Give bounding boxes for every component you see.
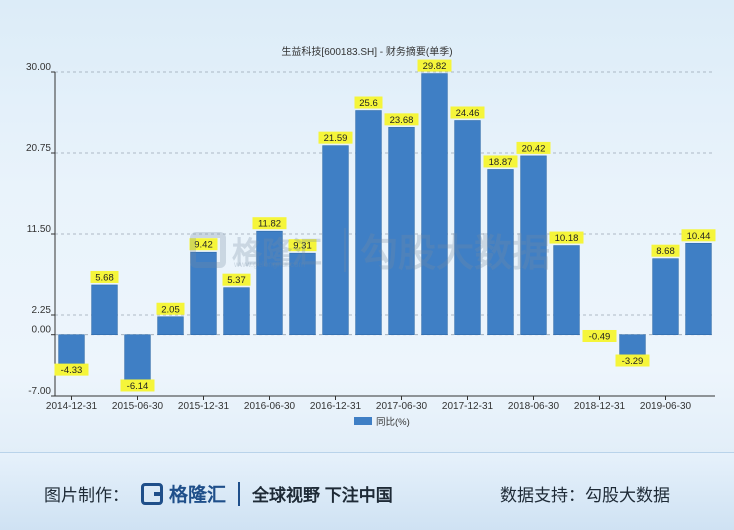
footer-divider [238, 481, 241, 506]
data-label-bg [189, 238, 218, 251]
y-tick-label: -7.00 [28, 386, 51, 397]
legend-swatch [354, 417, 372, 425]
data-label: -4.33 [61, 365, 83, 376]
data-label: 10.44 [687, 231, 711, 242]
data-label-bg [615, 354, 650, 367]
data-label-bg [156, 302, 185, 315]
data-label: 2.05 [161, 304, 180, 315]
data-label-bg [90, 270, 119, 283]
support-label: 数据支持： [500, 486, 585, 505]
x-tick-label: 2015-06-30 [112, 401, 164, 412]
x-tick-label: 2018-12-31 [574, 401, 626, 412]
data-label: 21.59 [324, 133, 348, 144]
data-label: 10.18 [555, 233, 579, 244]
data-label-bg [549, 231, 584, 244]
bar [355, 110, 382, 336]
x-tick-label: 2014-12-31 [46, 401, 98, 412]
x-tick-label: 2017-06-30 [376, 401, 428, 412]
chart-area: 生益科技[600183.SH] - 财务摘要(单季) -7.00 0.00 2.25 1… [26, 45, 716, 428]
data-label-bg [288, 239, 317, 252]
data-label: 5.68 [95, 272, 114, 283]
data-label-bg [354, 96, 383, 109]
y-tick-label: 2.25 [32, 305, 52, 316]
y-tick-label: 30.00 [26, 62, 51, 73]
data-label: 18.87 [489, 157, 513, 168]
data-label: 9.42 [194, 240, 213, 251]
x-tick-label: 2016-12-31 [310, 401, 362, 412]
bar [520, 155, 547, 336]
support-name: 勾股大数据 [585, 486, 670, 505]
data-label: 9.31 [293, 241, 312, 252]
y-tick-label: 20.75 [26, 143, 51, 154]
data-label-bg [681, 229, 716, 242]
bar [553, 245, 580, 336]
data-label-bg [582, 329, 617, 342]
data-label-bg [318, 131, 353, 144]
footer-support: 数据支持：勾股大数据 [500, 481, 670, 506]
data-label: 8.68 [656, 246, 675, 257]
x-tick-label: 2015-12-31 [178, 401, 230, 412]
data-label: -6.14 [127, 381, 149, 392]
data-label: 20.42 [522, 143, 546, 154]
bar [289, 252, 316, 336]
bar [91, 284, 118, 336]
y-tick-label: 0.00 [32, 325, 52, 336]
data-label-bg [384, 113, 419, 126]
bar-chart: 生益科技[600183.SH] - 财务摘要(单季) -7.00 0.00 2.25 1… [26, 45, 716, 428]
data-label: 23.68 [390, 115, 414, 126]
data-label: 5.37 [227, 275, 246, 286]
data-label-bg [450, 106, 485, 119]
data-label-bg [54, 363, 89, 376]
data-label-bg [516, 141, 551, 154]
bar [454, 120, 481, 336]
bar [322, 145, 349, 336]
bar [487, 169, 514, 336]
data-label-bg [483, 155, 518, 168]
data-label: 11.82 [258, 219, 281, 230]
made-by-label: 图片制作： [44, 486, 129, 505]
x-tick-label: 2017-12-31 [442, 401, 494, 412]
data-label-bg [252, 217, 287, 230]
bar [652, 258, 679, 336]
data-label: -0.49 [589, 331, 611, 342]
data-label-bg [120, 379, 155, 392]
bar [190, 251, 217, 336]
bar [256, 230, 283, 336]
data-label-bg [222, 273, 251, 286]
data-label-bg [651, 244, 680, 257]
data-label: -3.29 [622, 356, 644, 367]
x-tick-label: 2016-06-30 [244, 401, 296, 412]
bar [157, 316, 184, 336]
footer-slogan: 全球视野 下注中国 [252, 486, 393, 505]
footer-brand: 格隆汇 [169, 485, 227, 506]
bar [388, 127, 415, 336]
chart-title: 生益科技[600183.SH] - 财务摘要(单季) [281, 45, 452, 58]
bar [685, 242, 712, 336]
x-tick-label: 2018-06-30 [508, 401, 560, 412]
data-label: 29.82 [423, 61, 447, 72]
data-label: 24.46 [456, 108, 480, 119]
bar [223, 287, 250, 336]
data-label: 25.6 [359, 98, 378, 109]
data-label-bg [417, 59, 452, 72]
bar [421, 73, 448, 336]
legend-label: 同比(%) [376, 416, 410, 428]
gelonghui-logo-icon [141, 482, 163, 505]
x-tick-label: 2019-06-30 [640, 401, 692, 412]
footer: 图片制作： 格隆汇 全球视野 下注中国 数据支持：勾股大数据 [0, 452, 734, 530]
y-tick-label: 11.50 [27, 224, 52, 235]
footer-credit: 图片制作： 格隆汇 全球视野 下注中国 [44, 480, 393, 507]
